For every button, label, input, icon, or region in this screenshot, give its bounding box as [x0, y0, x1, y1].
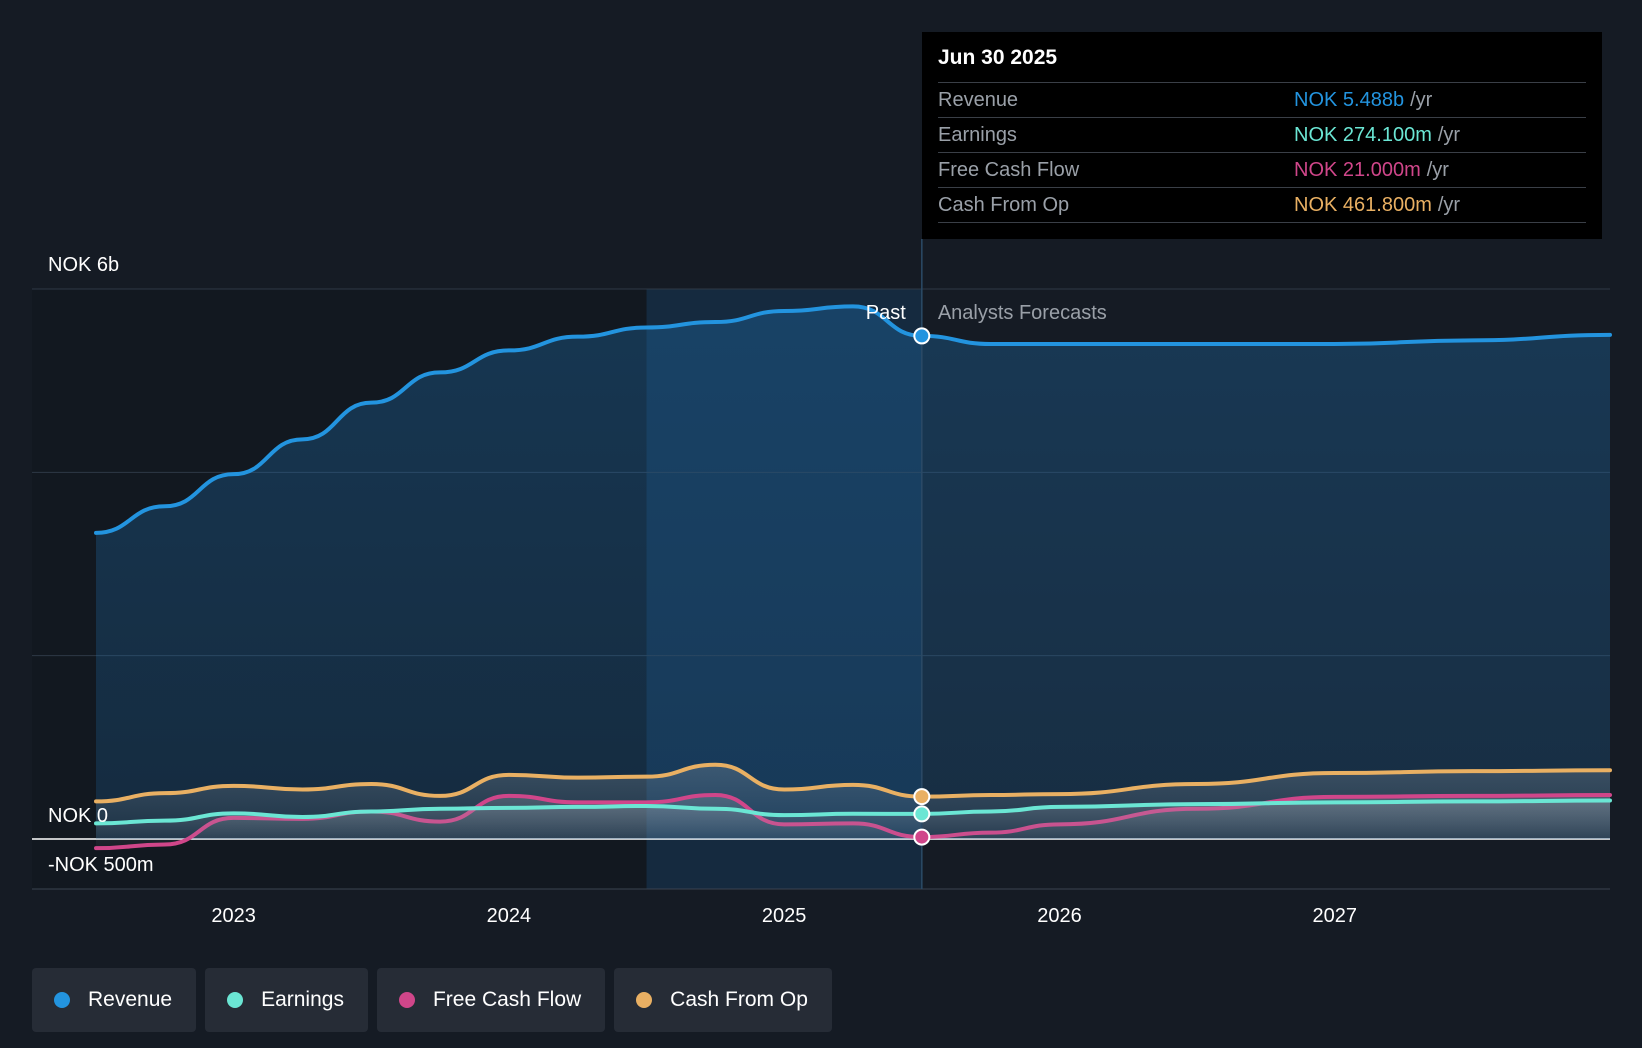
- legend: Revenue Earnings Free Cash Flow Cash Fro…: [32, 968, 832, 1032]
- x-tick-label: 2025: [762, 905, 807, 927]
- x-tick-label: 2024: [487, 905, 532, 927]
- marker-cfo: [913, 788, 931, 806]
- legend-label: Cash From Op: [670, 988, 808, 1011]
- legend-item-cfo[interactable]: Cash From Op: [614, 968, 832, 1032]
- tooltip-row-fcf: Free Cash Flow NOK 21.000m /yr: [938, 152, 1586, 187]
- legend-label: Revenue: [88, 988, 173, 1011]
- past-label: Past: [866, 302, 906, 324]
- earnings-dot-icon: [227, 992, 244, 1008]
- tooltip-unit: /yr: [1426, 158, 1449, 181]
- tooltip-unit: /yr: [1437, 123, 1461, 146]
- x-tick-label: 2027: [1312, 905, 1357, 927]
- tooltip-unit: /yr: [1410, 88, 1433, 111]
- area-revenue: [96, 306, 1610, 840]
- legend-item-earnings[interactable]: Earnings: [205, 968, 368, 1032]
- tooltip-value: NOK 274.100m: [1294, 123, 1432, 146]
- tooltip-row-earnings: Earnings NOK 274.100m /yr: [938, 117, 1586, 152]
- y-axis-label: -NOK 500m: [48, 854, 154, 876]
- series-line-earnings: [94, 798, 1612, 826]
- y-axis-label: NOK 0: [48, 805, 108, 827]
- legend-label: Free Cash Flow: [432, 988, 582, 1011]
- tooltip-value: NOK 21.000m: [1294, 158, 1421, 181]
- tooltip-row-cfo: Cash From Op NOK 461.800m /yr: [938, 187, 1586, 223]
- series-line-revenue: [94, 304, 1612, 535]
- marker-fcf: [913, 828, 931, 846]
- revenue-dot-icon: [54, 992, 70, 1008]
- tooltip-name: Earnings: [938, 123, 1017, 146]
- tooltip-value: NOK 5.488b: [1294, 88, 1405, 111]
- tooltip-row-revenue: Revenue NOK 5.488b /yr: [938, 82, 1586, 117]
- legend-label: Earnings: [261, 988, 344, 1011]
- fcf-dot-icon: [398, 992, 415, 1008]
- tooltip-name: Revenue: [938, 88, 1019, 111]
- x-tick-label: 2026: [1037, 905, 1082, 927]
- series-line-cfo: [94, 762, 1612, 804]
- tooltip-name: Free Cash Flow: [938, 158, 1080, 181]
- tooltip-value: NOK 461.800m: [1294, 193, 1432, 216]
- x-tick-label: 2023: [211, 905, 256, 927]
- legend-item-revenue[interactable]: Revenue: [32, 968, 197, 1032]
- tooltip-date: Jun 30 2025: [938, 46, 1058, 69]
- y-axis-label: NOK 6b: [48, 254, 119, 276]
- marker-earnings: [913, 805, 931, 823]
- marker-revenue: [913, 327, 931, 345]
- cfo-dot-icon: [636, 992, 653, 1008]
- tooltip-unit: /yr: [1437, 193, 1461, 216]
- legend-item-fcf[interactable]: Free Cash Flow: [376, 968, 606, 1032]
- tooltip: Jun 30 2025 Revenue NOK 5.488b /yr Earni…: [922, 32, 1602, 239]
- forecast-label: Analysts Forecasts: [938, 302, 1107, 324]
- tooltip-name: Cash From Op: [938, 193, 1070, 216]
